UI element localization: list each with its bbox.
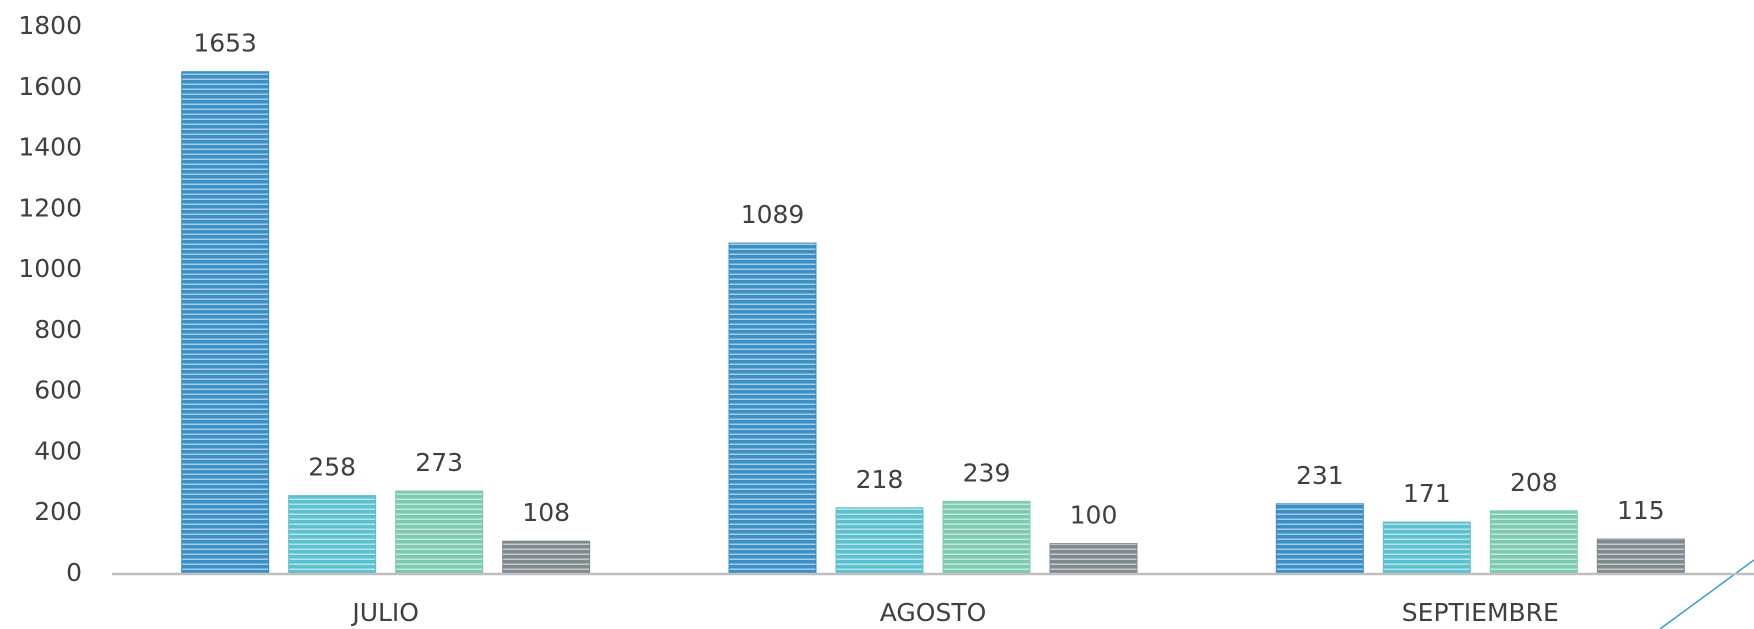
y-tick-label: 600 [34,376,82,405]
y-tick-label: 200 [34,497,82,526]
y-tick-label: 1400 [18,133,82,162]
bar [728,242,817,575]
data-label: 231 [1296,461,1344,490]
bar [1596,538,1685,575]
y-tick-label: 1000 [18,254,82,283]
data-label: 115 [1617,496,1665,525]
y-tick-label: 1800 [18,11,82,40]
data-label: 273 [415,448,463,477]
bar [288,495,377,575]
data-label: 239 [963,458,1011,487]
x-tick-label: AGOSTO [880,598,987,627]
y-tick-label: 1200 [18,193,82,222]
y-tick-label: 400 [34,436,82,465]
bar [1049,543,1138,575]
bar [181,71,270,575]
bar [1489,510,1578,575]
decoration [1659,559,1754,629]
bar [942,500,1031,575]
y-tick-label: 1600 [18,72,82,101]
data-label: 108 [522,498,570,527]
x-tick-label: SEPTIEMBRE [1402,598,1559,627]
data-label: 218 [856,465,904,494]
bar [1275,503,1364,575]
bar [835,507,924,575]
data-label: 258 [308,453,356,482]
y-tick-label: 0 [66,558,82,587]
data-label: 1653 [193,29,257,58]
y-tick-label: 800 [34,315,82,344]
data-label: 1089 [741,200,805,229]
data-label: 171 [1403,479,1451,508]
bar [1382,521,1471,575]
data-label: 100 [1070,501,1118,530]
x-tick-label: JULIO [350,598,419,627]
data-label: 208 [1510,468,1558,497]
bar [502,540,591,575]
bar [395,490,484,575]
